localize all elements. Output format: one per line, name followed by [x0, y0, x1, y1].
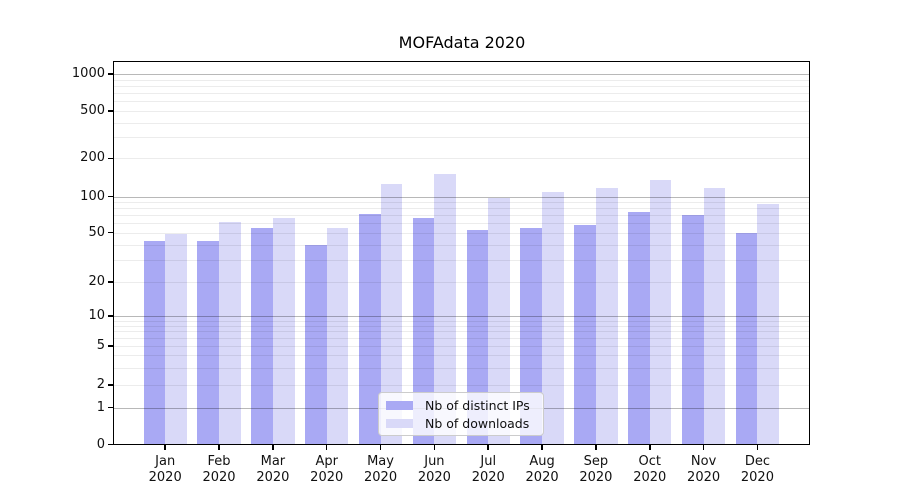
legend-label-downloads: Nb of downloads: [425, 415, 530, 431]
x-tick-mark: [649, 444, 651, 450]
legend-label-distinct-ips: Nb of distinct IPs: [425, 397, 530, 413]
bar-jun-distinct-ips: [412, 218, 435, 445]
y-tick-mark: [108, 384, 113, 386]
gridline: [113, 93, 810, 95]
bar-may-downloads: [380, 183, 403, 445]
x-tick-label: Jul 2020: [471, 453, 505, 485]
y-tick-label: 200: [80, 150, 105, 166]
gridline: [113, 79, 810, 81]
gridline: [113, 85, 810, 87]
y-tick-label: 2: [96, 377, 105, 392]
legend-swatch-distinct-ips: [386, 400, 413, 410]
y-tick-mark: [108, 406, 113, 409]
x-tick-label: May 2020: [364, 453, 398, 485]
chart-title: MOFAdata 2020: [398, 33, 526, 52]
bar-dec-distinct-ips: [735, 232, 758, 445]
bar-jul-downloads: [488, 198, 510, 445]
bar-nov-distinct-ips: [681, 215, 704, 445]
x-tick-label: Apr 2020: [310, 453, 344, 485]
bar-sep-distinct-ips: [574, 224, 596, 445]
y-tick-label: 50: [88, 224, 105, 240]
bar-jul-distinct-ips: [466, 230, 489, 445]
bar-oct-downloads: [649, 179, 672, 445]
x-tick-label: Nov 2020: [687, 453, 721, 485]
y-tick-label: 0: [96, 436, 105, 452]
x-tick-label: Dec 2020: [740, 453, 774, 485]
bar-may-distinct-ips: [358, 213, 381, 445]
y-tick-label: 1: [96, 399, 105, 415]
bar-jun-downloads: [434, 173, 457, 445]
gridline: [113, 122, 810, 124]
gridline: [113, 111, 810, 112]
bar-apr-distinct-ips: [305, 244, 327, 445]
x-tick-label: Oct 2020: [633, 453, 667, 485]
legend: Nb of distinct IPs Nb of downloads: [378, 392, 544, 436]
x-tick-mark: [487, 444, 489, 450]
bar-jan-distinct-ips: [143, 240, 166, 445]
y-tick-label: 20: [88, 274, 105, 289]
bar-nov-downloads: [703, 187, 726, 445]
legend-item-downloads: Nb of downloads: [386, 416, 536, 431]
x-tick-label: Mar 2020: [256, 453, 290, 485]
bar-oct-distinct-ips: [628, 212, 650, 445]
y-tick-mark: [108, 110, 113, 112]
y-tick-mark: [108, 443, 113, 446]
x-tick-label: Aug 2020: [525, 453, 559, 485]
y-tick-label: 10: [88, 308, 105, 323]
gridline: [113, 101, 810, 103]
y-tick-mark: [108, 73, 113, 75]
bar-aug-downloads: [542, 192, 564, 445]
y-tick-label: 1000: [71, 66, 105, 81]
x-tick-mark: [433, 444, 436, 450]
x-tick-mark: [379, 444, 382, 450]
x-tick-mark: [272, 444, 274, 450]
bar-sep-downloads: [595, 188, 618, 445]
bar-feb-downloads: [219, 222, 241, 445]
x-tick-mark: [218, 444, 220, 450]
bar-mar-downloads: [272, 218, 295, 445]
y-tick-mark: [108, 157, 113, 160]
x-tick-mark: [541, 444, 543, 450]
legend-item-distinct-ips: Nb of distinct IPs: [386, 398, 536, 413]
y-tick-label: 5: [96, 338, 105, 353]
legend-swatch-downloads: [386, 418, 413, 428]
bar-dec-downloads: [757, 203, 780, 445]
gridline: [113, 137, 810, 139]
gridline: [113, 74, 810, 75]
bar-aug-distinct-ips: [520, 227, 543, 445]
bar-apr-downloads: [326, 227, 349, 445]
y-tick-mark: [108, 345, 113, 347]
y-tick-mark: [108, 195, 113, 198]
bar-feb-distinct-ips: [197, 240, 220, 445]
gridline: [113, 158, 810, 160]
y-tick-mark: [108, 315, 113, 317]
x-tick-mark: [702, 444, 705, 450]
bar-jan-downloads: [165, 233, 187, 445]
y-tick-label: 100: [80, 188, 105, 204]
y-tick-label: 500: [80, 103, 105, 118]
y-tick-mark: [108, 231, 113, 234]
x-tick-label: Jan 2020: [148, 453, 182, 485]
x-tick-label: Jun 2020: [417, 453, 451, 485]
x-tick-mark: [756, 444, 759, 450]
x-tick-mark: [595, 444, 597, 450]
y-tick-mark: [108, 281, 113, 283]
x-tick-mark: [325, 444, 328, 450]
x-tick-mark: [164, 444, 166, 450]
x-tick-label: Feb 2020: [202, 453, 236, 485]
x-tick-label: Sep 2020: [579, 453, 613, 485]
bar-mar-distinct-ips: [251, 227, 273, 445]
